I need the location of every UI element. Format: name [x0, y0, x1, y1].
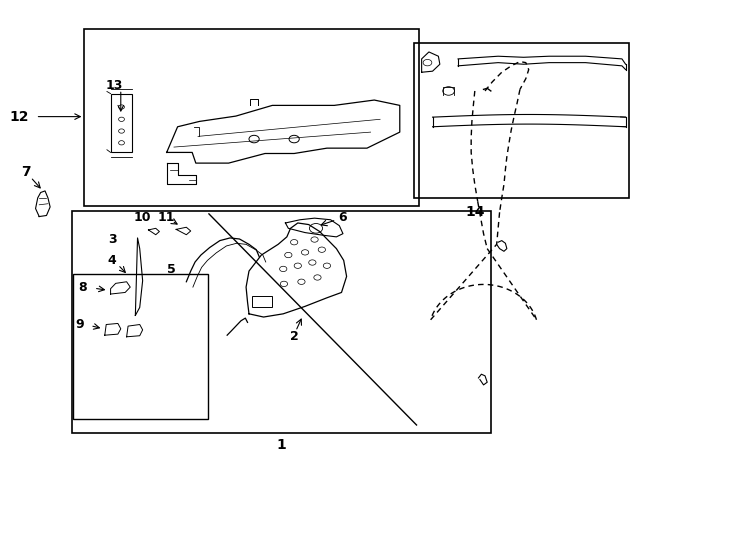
Bar	[84, 30, 419, 206]
Text: 2: 2	[290, 330, 299, 343]
Text: 11: 11	[158, 211, 175, 224]
Text: 14: 14	[465, 205, 484, 219]
Text: 3: 3	[108, 233, 117, 246]
Text: 5: 5	[167, 264, 176, 276]
Text: 8: 8	[79, 281, 87, 294]
Text: 13: 13	[106, 79, 123, 92]
Bar	[415, 43, 629, 198]
Bar	[72, 211, 491, 433]
Bar	[73, 274, 208, 418]
Bar	[111, 93, 132, 152]
Text: 12: 12	[9, 110, 29, 124]
Text: 6: 6	[338, 211, 347, 224]
Text: 7: 7	[21, 165, 31, 179]
Text: 1: 1	[276, 438, 286, 453]
Bar	[252, 296, 272, 307]
Text: 10: 10	[134, 211, 151, 224]
Text: 4: 4	[108, 254, 117, 267]
Text: 9: 9	[76, 318, 84, 331]
